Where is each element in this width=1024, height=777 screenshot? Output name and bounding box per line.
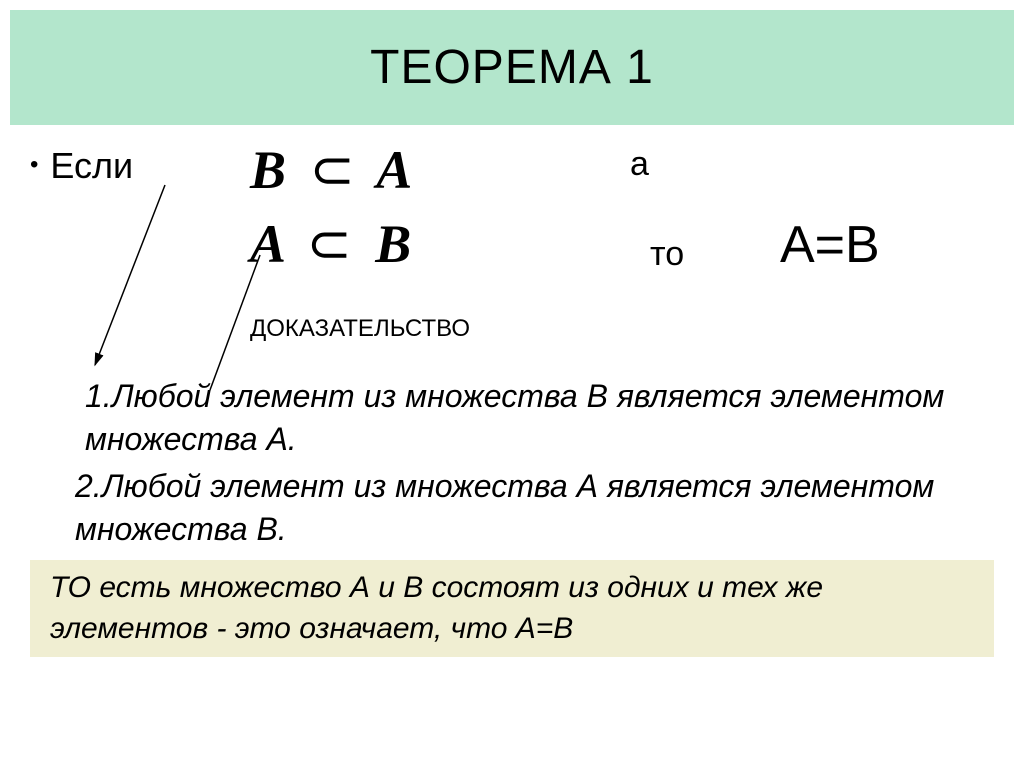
a-label: а: [630, 145, 649, 184]
formula-block: B ⊂ A A ⊂ B: [250, 135, 412, 283]
proof-label: ДОКАЗАТЕЛЬСТВО: [250, 315, 470, 343]
subset-icon-2: ⊂: [297, 214, 362, 274]
proof-item-1: 1.Любой элемент из множества В является …: [85, 375, 964, 461]
formula-a2: A: [250, 214, 283, 274]
formula-b2: B: [375, 214, 411, 274]
content-area: • Если B ⊂ A A ⊂ B а то А=В ДОКАЗАТЕЛЬСТ…: [0, 145, 1024, 187]
to-label: то: [650, 235, 684, 274]
proof-item-2: 2.Любой элемент из множества А является …: [75, 465, 964, 551]
equals-text: А=В: [780, 215, 880, 275]
subset-icon: ⊂: [300, 140, 365, 200]
page-title: ТЕОРЕМА 1: [10, 40, 1014, 95]
formula-b: B: [250, 140, 286, 200]
conclusion-box: ТО есть множество А и В состоят из одних…: [30, 560, 994, 657]
title-bar: ТЕОРЕМА 1: [10, 10, 1014, 125]
intro-row: • Если: [30, 145, 994, 187]
bullet-icon: •: [30, 151, 38, 179]
conclusion-text: ТО есть множество А и В состоят из одних…: [50, 571, 823, 645]
esli-label: Если: [50, 145, 133, 187]
formula-line-1: B ⊂ A: [250, 135, 412, 205]
formula-a: A: [376, 140, 412, 200]
formula-line-2: A ⊂ B: [250, 209, 412, 279]
